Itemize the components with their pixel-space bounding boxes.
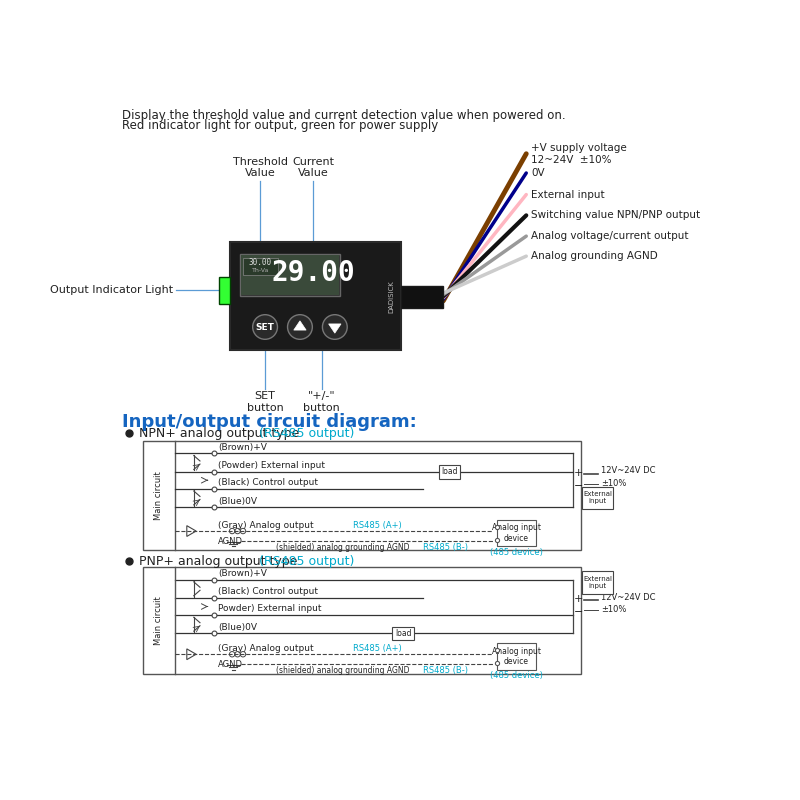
Text: External
input: External input [583, 491, 612, 505]
Text: Input/output circuit diagram:: Input/output circuit diagram: [122, 414, 417, 431]
Text: Display the threshold value and current detection value when powered on.: Display the threshold value and current … [122, 109, 566, 122]
Text: (RS485 output): (RS485 output) [251, 554, 354, 567]
Text: (Blue)0V: (Blue)0V [218, 497, 257, 506]
Text: Output Indicator Light: Output Indicator Light [50, 286, 174, 295]
Text: (Powder) External input: (Powder) External input [218, 462, 325, 470]
Text: Analog input
device: Analog input device [492, 647, 541, 666]
Text: Powder) External input: Powder) External input [218, 605, 322, 614]
Text: 12V~24V DC: 12V~24V DC [602, 466, 656, 475]
Text: Main circuit: Main circuit [154, 471, 163, 520]
Text: NPN+ analog output type: NPN+ analog output type [138, 426, 299, 440]
Text: Analog input
device: Analog input device [492, 523, 541, 542]
Polygon shape [294, 321, 306, 330]
Text: 29.00: 29.00 [271, 259, 355, 287]
Text: AGND: AGND [218, 537, 243, 546]
Bar [582, 487, 613, 509]
Text: RS485 (B-): RS485 (B-) [423, 542, 468, 552]
Text: External input: External input [531, 190, 605, 199]
Text: Analog voltage/current output: Analog voltage/current output [531, 231, 689, 241]
Bar [241, 255, 338, 294]
Bar [497, 519, 535, 546]
Text: (Brown)+V: (Brown)+V [218, 569, 266, 578]
Text: DADISICK: DADISICK [389, 280, 394, 313]
Text: Analog grounding AGND: Analog grounding AGND [531, 251, 658, 261]
Circle shape [253, 314, 278, 339]
Bar [392, 626, 414, 640]
Text: SET
button: SET button [246, 391, 283, 413]
Text: PNP+ analog output type: PNP+ analog output type [138, 554, 297, 567]
Text: "+/-"
button: "+/-" button [303, 391, 340, 413]
Text: (Gray) Analog output: (Gray) Analog output [218, 644, 314, 653]
Text: (Brown)+V: (Brown)+V [218, 442, 266, 452]
Text: (Gray) Analog output: (Gray) Analog output [218, 521, 314, 530]
Bar [142, 441, 581, 550]
Bar [218, 277, 230, 304]
Text: ±10%: ±10% [602, 479, 627, 488]
Text: (485 device): (485 device) [490, 671, 542, 680]
Bar [497, 642, 535, 670]
Text: ±10%: ±10% [602, 605, 627, 614]
Text: 12V~24V DC: 12V~24V DC [602, 593, 656, 602]
Bar [142, 567, 581, 674]
Text: +V supply voltage
12~24V  ±10%: +V supply voltage 12~24V ±10% [531, 143, 626, 165]
Text: SET: SET [256, 322, 274, 331]
Text: (RS485 output): (RS485 output) [251, 426, 354, 440]
Bar [401, 286, 443, 308]
Text: load: load [442, 467, 458, 476]
Text: load: load [394, 629, 411, 638]
Text: Threshold
Value: Threshold Value [233, 157, 288, 178]
Text: (485 device): (485 device) [490, 548, 542, 557]
Text: RS485 (A+): RS485 (A+) [354, 644, 402, 653]
Bar [239, 254, 340, 296]
Text: −: − [574, 481, 584, 490]
Text: (Black) Control output: (Black) Control output [218, 587, 318, 597]
Circle shape [322, 314, 347, 339]
Polygon shape [329, 324, 341, 333]
Text: (shielded) analog grounding AGND: (shielded) analog grounding AGND [276, 666, 410, 675]
Text: 30.00: 30.00 [249, 258, 272, 267]
Text: (Black) Control output: (Black) Control output [218, 478, 318, 487]
Text: −: − [574, 607, 584, 617]
Text: (shielded) analog grounding AGND: (shielded) analog grounding AGND [276, 542, 410, 552]
Text: AGND: AGND [218, 660, 243, 669]
Text: RS485 (B-): RS485 (B-) [423, 666, 468, 675]
Text: External
input: External input [583, 576, 612, 589]
Bar [230, 242, 401, 350]
Text: 0V: 0V [531, 168, 545, 178]
Text: RS485 (A+): RS485 (A+) [354, 521, 402, 530]
Text: Switching value NPN/PNP output: Switching value NPN/PNP output [531, 210, 700, 220]
Text: Main circuit: Main circuit [154, 596, 163, 645]
Text: (Blue)0V: (Blue)0V [218, 623, 257, 632]
Text: Red indicator light for output, green for power supply: Red indicator light for output, green fo… [122, 119, 438, 132]
Bar [582, 571, 613, 594]
Circle shape [287, 314, 312, 339]
Text: +: + [574, 467, 584, 478]
Text: Th-Va: Th-Va [252, 268, 269, 274]
Bar [438, 465, 460, 478]
Text: Current
Value: Current Value [292, 157, 334, 178]
Text: +: + [574, 594, 584, 604]
Bar [242, 258, 278, 274]
